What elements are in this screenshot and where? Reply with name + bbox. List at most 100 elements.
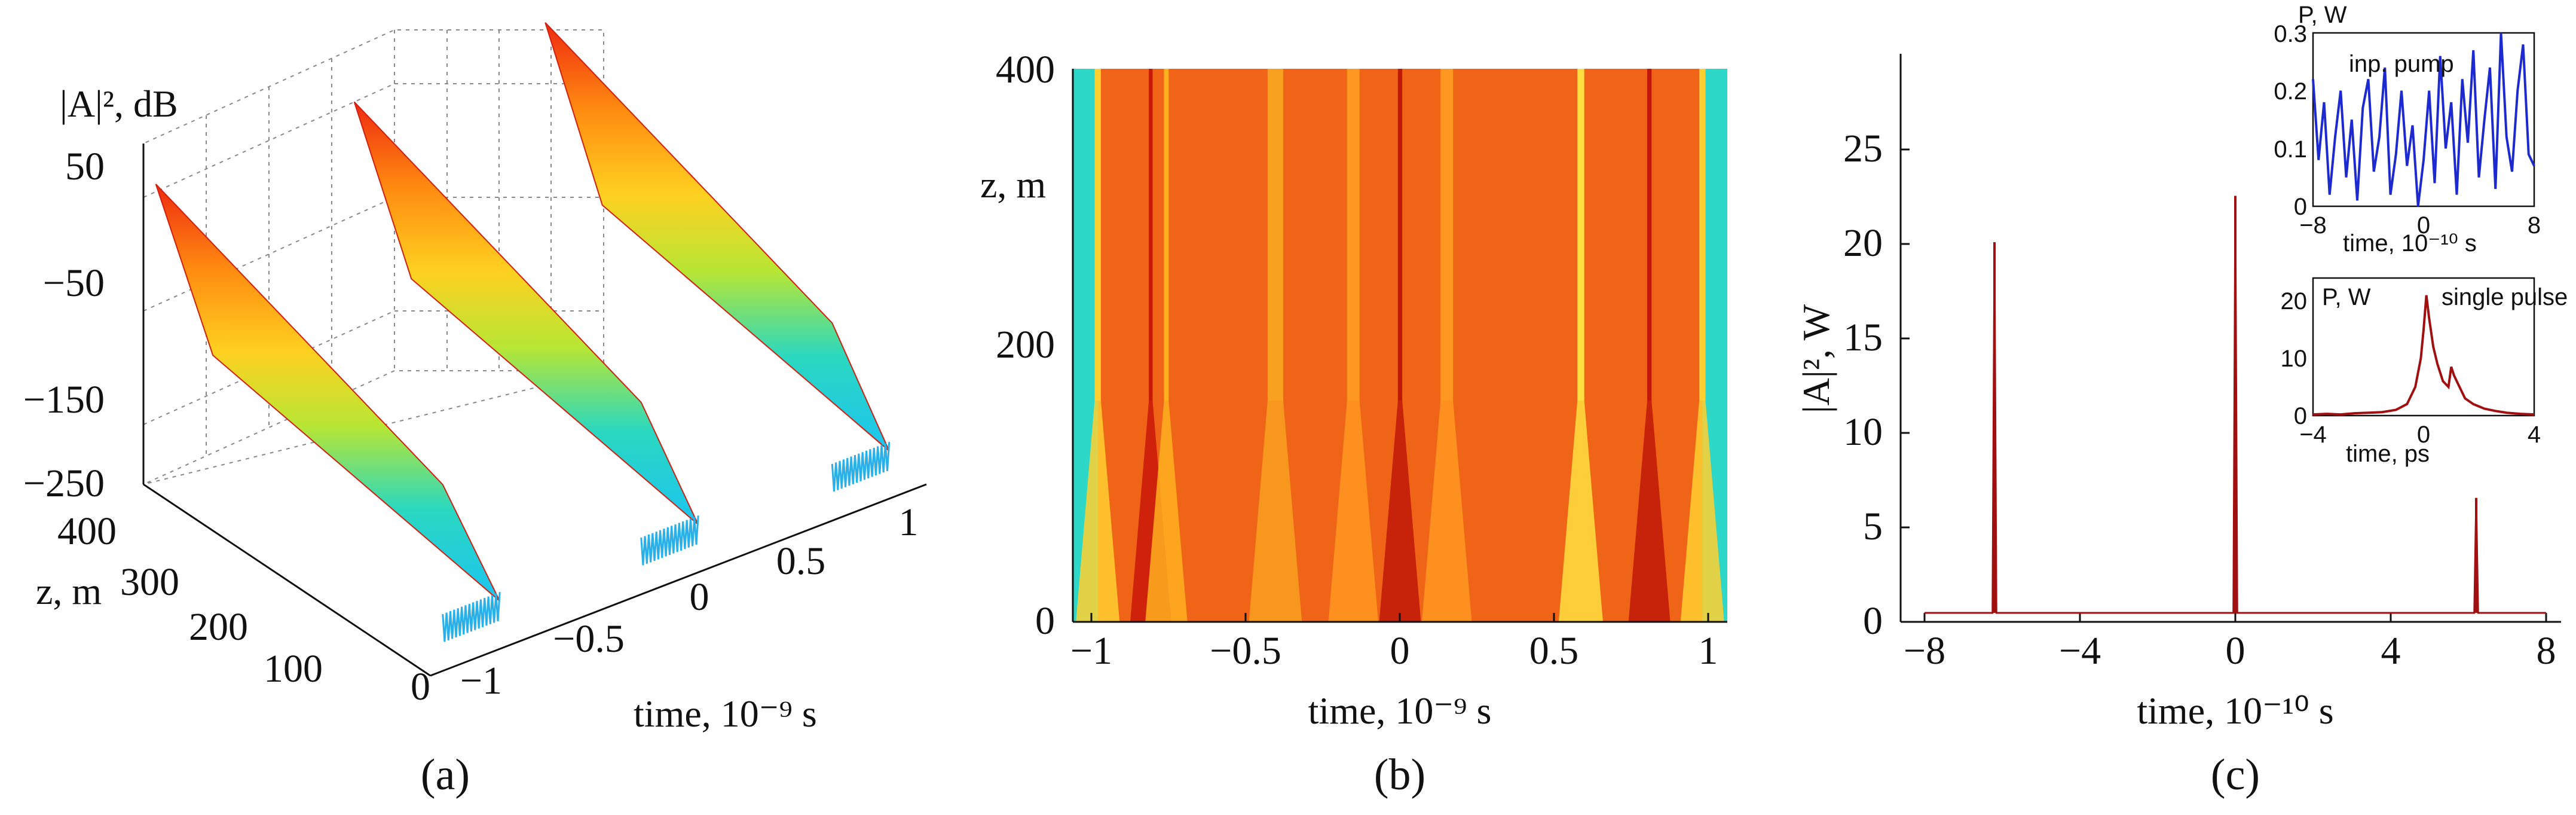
heatmap-stripe-fan bbox=[1558, 401, 1603, 622]
panel-a-z-ticks: 50 −50 −150 −250 bbox=[23, 145, 105, 505]
heatmap-stripe-fan bbox=[1628, 401, 1671, 622]
x-tick: 0 bbox=[2226, 629, 2245, 673]
heatmap-stripe-fan bbox=[1422, 401, 1472, 622]
y-tick: 0 bbox=[2294, 194, 2307, 220]
y-tick: 10 bbox=[2281, 346, 2308, 372]
z-tick: −250 bbox=[23, 462, 105, 505]
inset-pump-ylabel: P, W bbox=[2298, 2, 2347, 28]
panel-b-xlabel: time, 10⁻⁹ s bbox=[1308, 689, 1492, 732]
x-tick: −1 bbox=[460, 659, 502, 703]
panel-b-x-ticks: −1 −0.5 0 0.5 1 bbox=[1070, 629, 1718, 673]
panel-c: −8 −4 0 4 8 0 5 10 15 20 25 |A|², W time… bbox=[1795, 2, 2568, 799]
panel-a-ylabel: z, m bbox=[36, 570, 102, 612]
x-tick: 0.5 bbox=[776, 539, 826, 583]
heatmap-stripe bbox=[1699, 69, 1706, 401]
x-tick: 0 bbox=[2417, 422, 2430, 448]
inset-line bbox=[2312, 295, 2535, 416]
x-tick: −4 bbox=[2299, 422, 2327, 448]
y-tick: 200 bbox=[996, 323, 1055, 367]
inset-pulse-xlabel: time, ps bbox=[2346, 441, 2430, 467]
panel-c-tick-marks bbox=[1901, 148, 2547, 622]
panel-a-surface bbox=[155, 22, 891, 642]
z-tick: −50 bbox=[43, 261, 105, 305]
y-tick: 10 bbox=[1843, 410, 1883, 454]
y-tick: 15 bbox=[1843, 316, 1883, 359]
heatmap-stripe-fan bbox=[1379, 401, 1421, 622]
inset-pump-xlabel: time, 10⁻¹⁰ s bbox=[2343, 230, 2477, 257]
y-tick: 0 bbox=[1035, 599, 1055, 643]
x-tick: −4 bbox=[2059, 629, 2101, 673]
x-tick: 1 bbox=[1699, 629, 1718, 673]
y-tick: 0 bbox=[2294, 403, 2307, 429]
panel-b-ylabel: z, m bbox=[980, 163, 1046, 206]
inset-pump-y-ticks: 0 0.1 0.2 0.3 bbox=[2274, 21, 2307, 220]
y-tick: 100 bbox=[264, 647, 323, 691]
panel-b-label: (b) bbox=[1374, 750, 1425, 799]
y-tick: 300 bbox=[120, 560, 179, 604]
panel-a-x-ticks: −1 −0.5 0 0.5 1 bbox=[460, 500, 919, 703]
x-tick: 4 bbox=[2381, 629, 2401, 673]
surface-edge bbox=[640, 515, 699, 566]
panel-c-x-ticks: −8 −4 0 4 8 bbox=[1904, 629, 2556, 673]
heatmap-stripe bbox=[1347, 69, 1360, 401]
panel-a-y-ticks: 400 300 200 100 0 bbox=[57, 509, 430, 709]
x-tick: 0 bbox=[2417, 212, 2430, 239]
x-tick: 0 bbox=[1390, 629, 1410, 673]
x-tick: −8 bbox=[1904, 629, 1945, 673]
heatmap-stripe-fan bbox=[1145, 401, 1188, 622]
panel-a-xlabel: time, 10⁻⁹ s bbox=[634, 692, 817, 735]
panel-b-heatmap bbox=[1073, 69, 1727, 622]
heatmap-stripe bbox=[1647, 69, 1652, 401]
x-tick: 1 bbox=[899, 500, 919, 544]
panel-c-y-ticks: 0 5 10 15 20 25 bbox=[1843, 127, 1883, 643]
y-tick: 20 bbox=[1843, 221, 1883, 265]
z-tick: 50 bbox=[65, 145, 105, 188]
x-tick: 4 bbox=[2528, 422, 2541, 448]
heatmap-stripe-fan bbox=[1249, 401, 1302, 622]
y-tick: 0.1 bbox=[2274, 136, 2307, 163]
z-tick: −150 bbox=[23, 378, 105, 422]
panel-a-label: (a) bbox=[421, 750, 470, 799]
heatmap-stripe-fan bbox=[1076, 401, 1120, 622]
heatmap-stripe bbox=[1577, 69, 1584, 401]
x-tick: 0 bbox=[690, 575, 709, 619]
heatmap-stripe bbox=[1267, 69, 1283, 401]
panel-c-label: (c) bbox=[2211, 750, 2260, 799]
inset-line bbox=[2312, 32, 2535, 207]
y-tick: 0.2 bbox=[2274, 78, 2307, 105]
x-tick: −0.5 bbox=[1210, 629, 1281, 673]
panel-c-xlabel: time, 10⁻¹⁰ s bbox=[2137, 689, 2333, 732]
panel-a: 50 −50 −150 −250 400 300 200 100 0 −1 −0… bbox=[23, 22, 927, 799]
panel-c-series bbox=[1925, 196, 2546, 614]
inset-pump: 0 0.1 0.2 0.3 −8 0 8 P, W inp. pump time… bbox=[2274, 2, 2541, 257]
panel-c-ylabel: |A|², W bbox=[1795, 304, 1837, 413]
heatmap-stripe bbox=[1149, 69, 1153, 401]
panel-a-axes bbox=[142, 144, 927, 677]
y-tick: 20 bbox=[2281, 288, 2308, 315]
x-tick: 8 bbox=[2537, 629, 2556, 673]
x-tick: −1 bbox=[1070, 629, 1112, 673]
inset-pump-x-ticks: −8 0 8 bbox=[2299, 212, 2541, 239]
heatmap-stripe bbox=[1440, 69, 1454, 401]
y-tick: 400 bbox=[57, 509, 117, 553]
inset-pulse-frame bbox=[2312, 277, 2535, 417]
heatmap-stripe bbox=[1094, 69, 1101, 401]
y-tick: 0 bbox=[1863, 599, 1883, 643]
inset-pulse-ylabel: P, W bbox=[2322, 284, 2371, 310]
y-tick: 0.3 bbox=[2274, 21, 2307, 47]
inset-single-pulse: 0 10 20 −4 0 4 P, W single pulse time, p… bbox=[2281, 277, 2568, 467]
inset-pump-series bbox=[2312, 32, 2535, 207]
inset-pulse-x-ticks: −4 0 4 bbox=[2299, 422, 2541, 448]
panel-a-zlabel: |A|², dB bbox=[60, 83, 178, 125]
inset-pulse-y-ticks: 0 10 20 bbox=[2281, 288, 2308, 429]
surface-edge bbox=[442, 592, 501, 642]
x-tick: 8 bbox=[2528, 212, 2541, 239]
heatmap-stripe-fan bbox=[1328, 401, 1378, 622]
heatmap-stripe bbox=[1397, 69, 1403, 401]
y-tick: 200 bbox=[189, 605, 248, 649]
panel-b: −1 −0.5 0 0.5 1 0 200 400 z, m time, 10⁻… bbox=[980, 48, 1727, 799]
inset-pump-annotation: inp. pump bbox=[2349, 51, 2454, 77]
y-tick: 0 bbox=[411, 665, 430, 709]
panel-b-y-ticks: 0 200 400 bbox=[996, 48, 1055, 643]
